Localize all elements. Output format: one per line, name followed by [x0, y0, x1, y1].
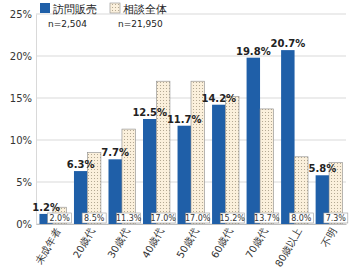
x-tick: 50歳代	[174, 224, 200, 260]
x-tick: 不明	[319, 224, 339, 249]
grid	[36, 14, 346, 224]
bar	[156, 81, 169, 224]
data-label: 15.2%	[220, 214, 246, 223]
data-label: 20.7%	[270, 38, 305, 49]
y-tick: 20%	[10, 51, 36, 62]
y-tick-label: 5%	[16, 177, 32, 188]
annotation: n=2,504	[48, 19, 87, 29]
data-label-bg	[324, 213, 348, 223]
data-label-bg	[82, 213, 106, 223]
x-tick-label: 20歳代	[71, 226, 97, 260]
bar	[260, 109, 273, 224]
data-label: 7.7%	[101, 147, 129, 158]
x-tick-label: 70歳代	[244, 226, 270, 260]
legend-label: 相談全体	[123, 3, 167, 16]
bar	[212, 105, 225, 224]
x-tick: 40歳代	[140, 224, 166, 260]
data-label-box: 15.2%	[220, 213, 246, 223]
x-tick-label: 40歳代	[140, 226, 166, 260]
data-label-box: 13.7%	[254, 213, 280, 223]
x-tick: 80歳以上	[273, 224, 304, 269]
x-axis-line	[37, 224, 347, 225]
x-tick-label: 30歳代	[105, 226, 131, 260]
y-axis: 0% 5% 10% 15% 20% 25%	[10, 9, 37, 230]
legend-swatch	[40, 3, 50, 13]
annotation: n=21,950	[118, 19, 163, 29]
y-tick-label: 15%	[10, 93, 32, 104]
x-tick: 20歳代	[71, 224, 97, 260]
legend-label: 訪問販売	[53, 3, 97, 16]
y-tick-label: 25%	[10, 9, 32, 20]
data-labels: 1.2% 6.3% 7.7% 12.5%11.7% 14.2% 19.8%20.7% 5.8…	[32, 38, 347, 223]
y-tick: 0%	[16, 219, 36, 230]
y-axis-line	[36, 15, 37, 225]
data-label: 17.0%	[150, 214, 176, 223]
y-tick-label: 20%	[10, 51, 32, 62]
x-tick: 未成年者	[33, 224, 63, 266]
data-label: 6.3%	[67, 159, 95, 170]
x-tick-label: 80歳以上	[273, 226, 304, 269]
x-tick-label: 50歳代	[174, 226, 200, 260]
y-tick-label: 10%	[10, 135, 32, 146]
bar	[143, 119, 156, 224]
bars	[39, 50, 342, 224]
data-label-box: 8.0%	[289, 213, 313, 223]
data-label: 17.0%	[185, 214, 211, 223]
data-label: 2.0%	[49, 214, 70, 223]
x-tick: 30歳代	[105, 224, 131, 260]
y-tick: 10%	[10, 135, 36, 146]
data-label-bg	[289, 213, 313, 223]
y-tick: 25%	[10, 9, 36, 20]
data-label: 8.0%	[291, 214, 312, 223]
y-tick-label: 0%	[16, 219, 32, 230]
legend: 訪問販売 相談全体	[40, 3, 167, 16]
data-label-box: 7.3%	[324, 213, 348, 223]
data-label: 5.8%	[308, 163, 336, 174]
data-label-box: 17.0%	[185, 213, 211, 223]
grid-line	[36, 56, 346, 57]
y-tick: 5%	[16, 177, 36, 188]
data-label-box: 17.0%	[150, 213, 176, 223]
data-label: 11.7%	[167, 114, 202, 125]
bar	[226, 96, 239, 224]
bar	[122, 129, 135, 224]
data-label: 14.2%	[201, 93, 236, 104]
data-label: 19.8%	[236, 46, 271, 57]
y-tick: 15%	[10, 93, 36, 104]
chart: 0% 5% 10% 15% 20% 25% 未成年者 20歳代 30歳代 40歳代 50歳代 60歳代…	[0, 0, 350, 269]
bar	[247, 58, 260, 224]
data-label: 13.7%	[254, 214, 280, 223]
data-label-bg	[48, 213, 72, 223]
x-tick-label: 60歳代	[209, 226, 235, 260]
bar	[178, 126, 191, 224]
data-label-box: 2.0%	[48, 213, 72, 223]
data-label: 8.5%	[84, 214, 105, 223]
x-axis: 未成年者 20歳代 30歳代 40歳代 50歳代 60歳代 70歳代80歳以上不明	[33, 224, 347, 269]
x-tick-label: 未成年者	[33, 226, 63, 266]
data-label: 1.2%	[32, 202, 60, 213]
data-label-box: 11.3%	[116, 213, 142, 223]
x-tick: 60歳代	[209, 224, 235, 260]
x-tick-label: 不明	[319, 226, 339, 249]
data-label-box: 8.5%	[82, 213, 106, 223]
data-label: 11.3%	[116, 214, 142, 223]
legend-swatch	[110, 3, 120, 13]
data-label: 7.3%	[326, 214, 347, 223]
data-label: 12.5%	[132, 107, 167, 118]
bar	[281, 50, 294, 224]
x-tick: 70歳代	[244, 224, 270, 260]
